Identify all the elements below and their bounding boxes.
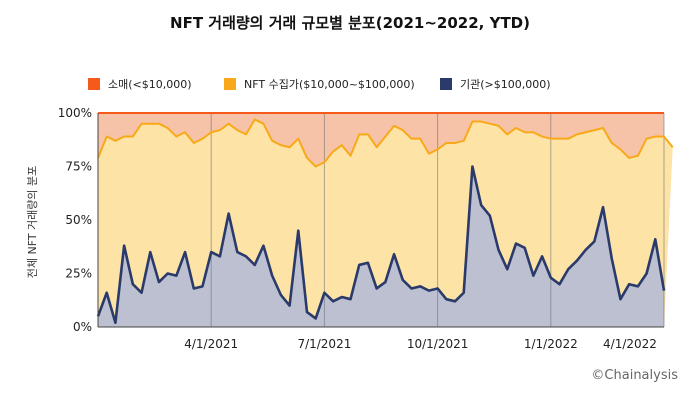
legend: 소매(<$10,000) NFT 수집가($10,000~$100,000) 기… [88,76,688,94]
area-institutional [98,166,664,327]
legend-swatch-retail [88,78,100,90]
legend-label-retail: 소매(<$10,000) [108,78,192,91]
legend-swatch-institutional [440,78,452,90]
x-tick-label-0: 4/1/2021 [184,337,238,351]
y-tick-label-1: 25% [65,267,92,281]
x-tick-label-3: 1/1/2022 [524,337,578,351]
legend-item-institutional: 기관(>$100,000) [440,76,551,92]
legend-label-collector: NFT 수집가($10,000~$100,000) [244,78,415,91]
line-collector [97,118,674,168]
y-tick-label-3: 75% [65,160,92,174]
chart-title: NFT 거래량의 거래 규모별 분포(2021~2022, YTD) [170,14,530,32]
legend-label-institutional: 기관(>$100,000) [460,78,551,91]
y-tick-label-0: 0% [73,320,92,334]
x-tick-label-1: 7/1/2021 [297,337,351,351]
legend-item-collector: NFT 수집가($10,000~$100,000) [224,76,415,92]
y-tick-label-4: 100% [58,106,92,120]
x-tick-label-2: 10/1/2021 [407,337,469,351]
y-tick-label-2: 50% [65,213,92,227]
line-institutional [96,165,666,325]
x-tick-label-4: 4/1/2022 [603,337,657,351]
legend-item-retail: 소매(<$10,000) [88,76,192,92]
legend-swatch-collector [224,78,236,90]
source-credit: ©Chainalysis [591,368,678,383]
